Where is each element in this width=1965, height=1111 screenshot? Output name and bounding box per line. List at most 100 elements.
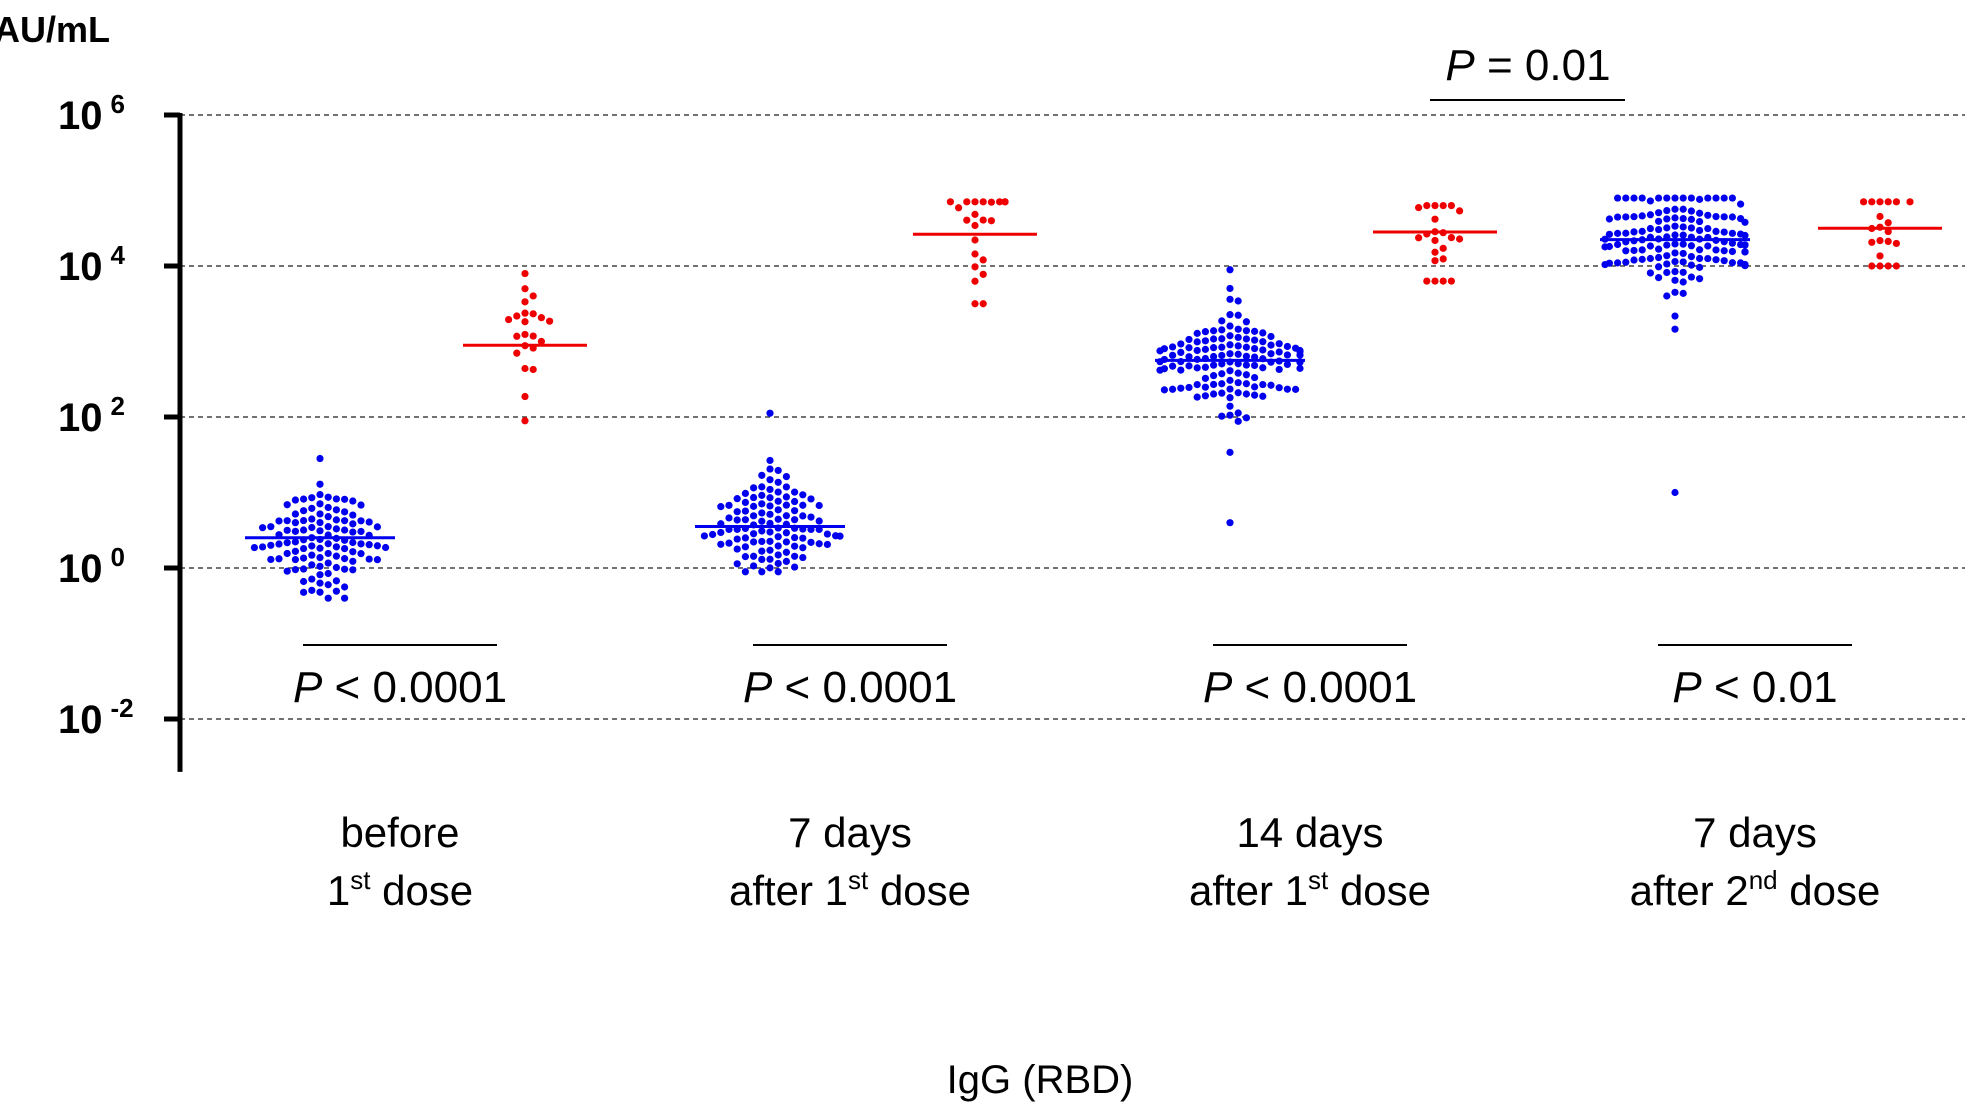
data-point	[1741, 248, 1749, 256]
data-point	[341, 526, 349, 534]
data-point	[316, 454, 324, 463]
data-point	[1892, 239, 1900, 248]
data-point	[267, 555, 275, 564]
data-point	[1876, 236, 1884, 245]
data-point	[1218, 389, 1226, 397]
category-label-line2: after 2nd dose	[1630, 865, 1881, 914]
data-point	[1728, 259, 1736, 267]
data-point	[316, 480, 324, 488]
data-point	[750, 512, 758, 520]
data-point	[1679, 268, 1687, 276]
data-point	[1234, 417, 1242, 425]
data-point	[1177, 384, 1185, 392]
data-point	[341, 555, 349, 563]
data-point	[1259, 364, 1267, 372]
data-point	[341, 508, 349, 516]
data-point	[758, 491, 766, 499]
data-point	[1868, 238, 1876, 246]
data-point	[1275, 384, 1283, 392]
data-point	[1431, 202, 1439, 210]
data-point	[1275, 340, 1283, 348]
data-point	[1185, 362, 1193, 370]
data-point	[1242, 318, 1250, 326]
data-point	[324, 581, 332, 589]
data-point	[1275, 365, 1283, 374]
data-point	[1201, 374, 1209, 382]
data-point	[1275, 348, 1283, 356]
data-point	[1663, 292, 1671, 300]
p-value-label: P < 0.0001	[293, 663, 507, 712]
data-point	[1439, 202, 1447, 210]
data-point	[1267, 381, 1275, 389]
data-point	[1687, 252, 1695, 261]
data-point	[291, 555, 299, 564]
data-point	[1193, 364, 1201, 372]
data-point	[750, 552, 758, 560]
data-point	[766, 456, 774, 465]
data-point	[1201, 337, 1209, 345]
data-point	[283, 526, 291, 534]
data-point	[1234, 379, 1242, 387]
data-point	[979, 256, 987, 264]
data-point	[1638, 212, 1646, 220]
data-point	[1906, 198, 1914, 206]
data-point	[1234, 350, 1242, 358]
data-point	[725, 514, 733, 522]
p-value-label: P < 0.0001	[743, 663, 957, 712]
data-point	[1415, 204, 1423, 212]
data-point	[750, 530, 758, 538]
data-point	[1201, 383, 1209, 391]
data-point	[741, 498, 750, 506]
data-point	[1601, 243, 1609, 251]
data-point	[1663, 224, 1671, 232]
data-point	[1296, 364, 1304, 372]
data-point	[766, 465, 774, 473]
top-p-value-label: P = 0.01	[1445, 41, 1610, 90]
data-point	[291, 547, 299, 555]
data-point	[971, 277, 979, 285]
data-point	[1169, 385, 1177, 393]
data-point	[774, 542, 782, 550]
data-point	[971, 221, 979, 230]
data-point	[308, 586, 316, 594]
data-point	[1292, 385, 1300, 393]
data-point	[1431, 277, 1439, 285]
data-point	[1605, 230, 1613, 238]
data-point	[741, 507, 750, 515]
data-point	[1259, 346, 1267, 354]
data-point	[349, 520, 357, 528]
data-point	[791, 507, 799, 515]
data-point	[979, 270, 987, 278]
data-point	[1622, 194, 1630, 202]
data-point	[979, 300, 987, 308]
data-point	[1679, 231, 1687, 239]
data-point	[946, 198, 955, 206]
data-point	[1259, 329, 1267, 337]
data-point	[1242, 361, 1250, 369]
data-point	[291, 566, 299, 574]
data-point	[291, 527, 299, 535]
data-point	[1663, 260, 1671, 268]
data-point	[324, 493, 332, 501]
data-point	[717, 503, 725, 511]
data-point	[799, 544, 807, 552]
data-point	[332, 506, 340, 514]
data-point	[324, 549, 332, 558]
data-point	[766, 510, 774, 518]
data-point	[1251, 327, 1259, 335]
data-point	[332, 552, 340, 560]
data-point	[316, 571, 324, 579]
data-point	[1687, 224, 1695, 232]
data-point	[799, 553, 807, 562]
data-point	[316, 527, 324, 535]
data-point	[979, 216, 987, 224]
data-point	[758, 471, 766, 479]
data-point	[1226, 376, 1234, 384]
data-point	[1671, 312, 1679, 320]
data-point	[1737, 200, 1745, 208]
data-point	[1447, 277, 1455, 285]
data-point	[1892, 262, 1900, 270]
data-point	[766, 528, 774, 536]
data-point	[1687, 242, 1695, 250]
data-point	[1226, 284, 1234, 293]
